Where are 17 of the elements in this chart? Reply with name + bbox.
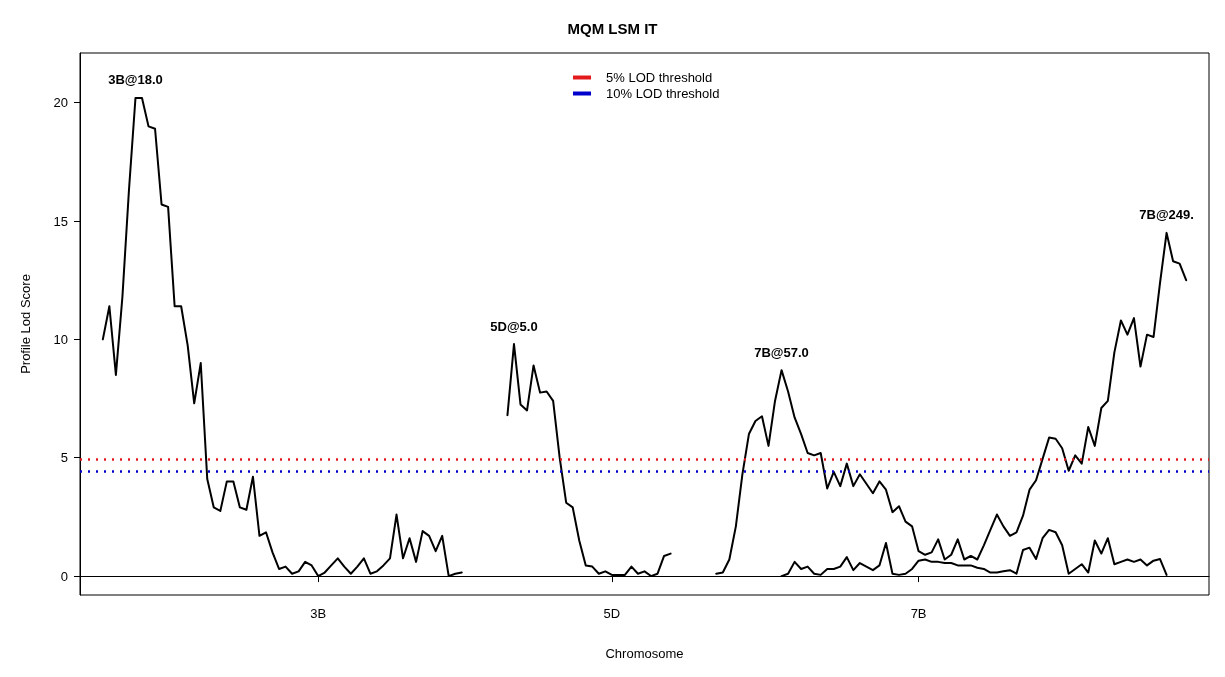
y-tick-label: 0 [60, 568, 68, 584]
chart-title: MQM LSM IT [567, 20, 658, 37]
x-axis-title: Chromosome [605, 646, 684, 661]
y-tick-label: 20 [53, 95, 68, 111]
annotation: 7B@249. [1139, 207, 1194, 223]
x-tick-label: 7B [910, 606, 927, 621]
legend-label: 10% LOD threshold [606, 86, 720, 101]
y-tick-label: 15 [53, 213, 68, 229]
x-tick-label: 3B [310, 606, 327, 621]
y-tick-label: 10 [53, 331, 68, 347]
annotation: 7B@57.0 [754, 344, 809, 360]
annotation: 5D@5.0 [490, 318, 538, 334]
x-tick-label: 5D [603, 606, 621, 621]
y-tick-label: 5 [60, 450, 68, 466]
legend-label: 5% LOD threshold [606, 70, 713, 85]
annotation: 3B@18.0 [108, 72, 163, 88]
y-axis-title: Profile Lod Score [18, 274, 33, 374]
